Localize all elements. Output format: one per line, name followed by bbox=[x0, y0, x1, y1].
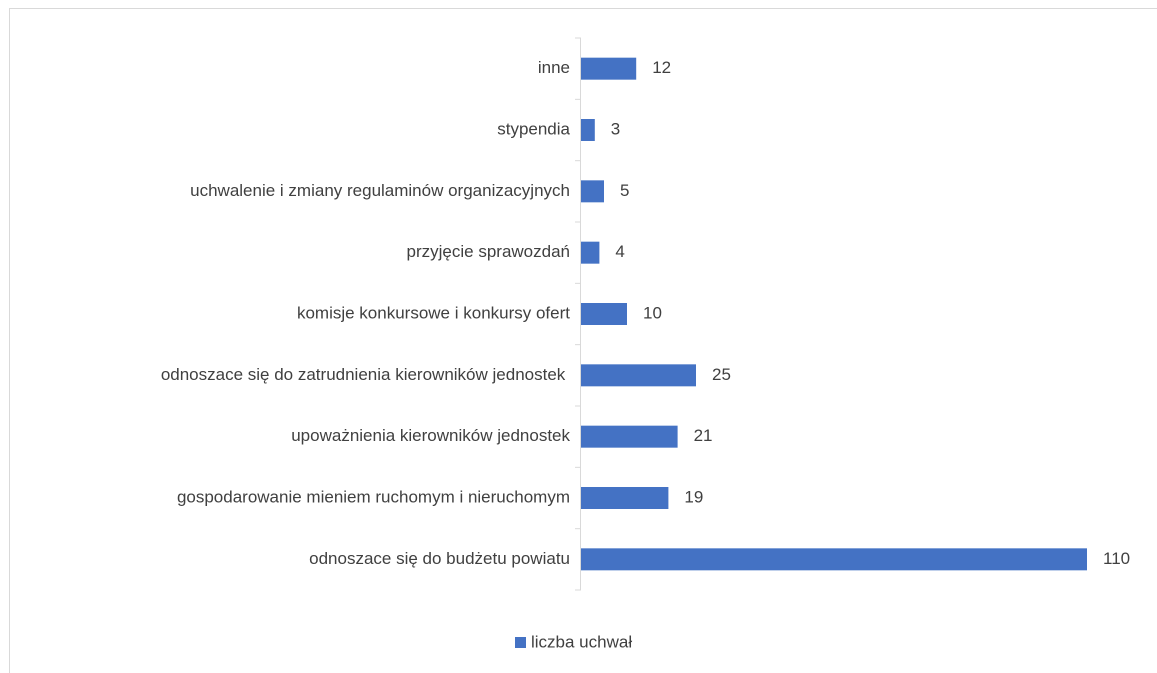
data-label: 5 bbox=[620, 181, 629, 200]
bar bbox=[581, 241, 600, 264]
bar bbox=[581, 487, 669, 509]
data-label: 3 bbox=[611, 119, 620, 138]
y-tick-label: odnoszace się do budżetu powiatu bbox=[309, 549, 570, 568]
data-label: 25 bbox=[712, 365, 731, 384]
y-tick-label: gospodarowanie mieniem ruchomym i nieruc… bbox=[177, 487, 570, 506]
bar bbox=[581, 57, 637, 80]
chart-frame bbox=[9, 8, 1157, 673]
legend-label: liczba uchwał bbox=[531, 632, 632, 651]
legend-swatch bbox=[515, 637, 526, 648]
y-tick-label: komisje konkursowe i konkursy ofert bbox=[297, 303, 570, 322]
y-tick-label: przyjęcie sprawozdań bbox=[407, 242, 570, 261]
data-label: 110 bbox=[1103, 549, 1130, 568]
y-tick-label: uchwalenie i zmiany regulaminów organiza… bbox=[190, 181, 570, 200]
y-tick-label: inne bbox=[538, 58, 570, 77]
data-label: 4 bbox=[615, 242, 624, 261]
y-tick-label: upoważnienia kierowników jednostek bbox=[291, 426, 570, 445]
data-label: 12 bbox=[652, 58, 671, 77]
data-label: 10 bbox=[643, 303, 662, 322]
data-label: 21 bbox=[694, 426, 713, 445]
bar bbox=[581, 119, 595, 141]
y-tick-label: odnoszace się do zatrudnienia kierownikó… bbox=[161, 365, 570, 384]
bar bbox=[581, 364, 696, 387]
bar bbox=[581, 425, 678, 448]
bar bbox=[581, 303, 627, 325]
data-label: 19 bbox=[684, 487, 703, 506]
y-tick-label: stypendia bbox=[497, 119, 570, 138]
bar bbox=[581, 548, 1087, 571]
bar bbox=[581, 180, 604, 203]
